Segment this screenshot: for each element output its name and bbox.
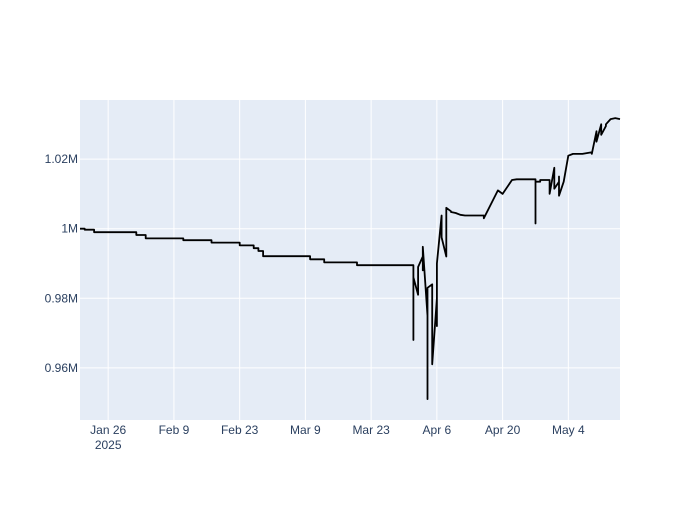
x-tick-label: Apr 20 — [485, 423, 521, 437]
y-tick-label: 0.98M — [45, 291, 78, 305]
x-tick-label: May 4 — [552, 423, 585, 437]
y-tick-label: 0.96M — [45, 361, 78, 375]
x-tick-label: Feb 9 — [159, 423, 190, 437]
plot-background — [80, 100, 620, 420]
y-tick-label: 1M — [61, 222, 78, 236]
x-tick-label: Jan 26 — [90, 423, 126, 437]
x-tick-label: Feb 23 — [221, 423, 259, 437]
x-tick-sublabel: 2025 — [95, 438, 122, 452]
series-layer — [80, 117, 621, 401]
y-axis: 0.96M 0.98M 1M 1.02M — [45, 152, 78, 375]
series-line — [80, 117, 621, 401]
x-tick-label: Apr 6 — [423, 423, 452, 437]
x-tick-label: Mar 23 — [352, 423, 390, 437]
x-tick-label: Mar 9 — [290, 423, 321, 437]
y-tick-label: 1.02M — [45, 152, 78, 166]
